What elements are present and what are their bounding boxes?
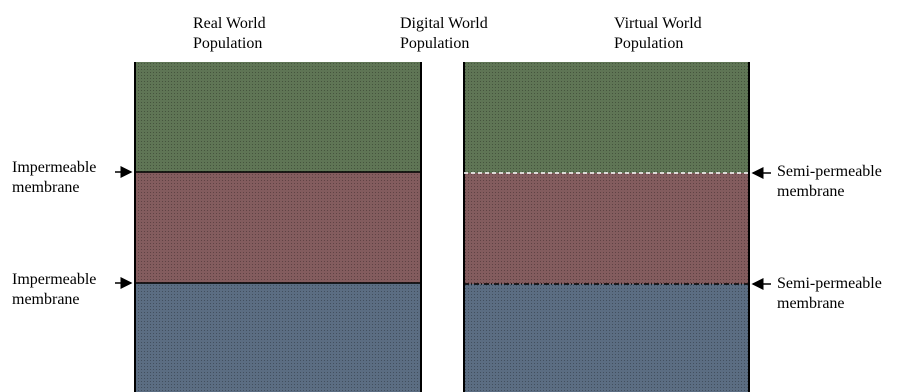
left-bottom-membrane-label: Impermeable membrane: [12, 271, 97, 308]
virtual-world-column: [463, 62, 750, 392]
right-bottom-membrane-label: Semi-permeable membrane: [777, 275, 882, 312]
virtual-world-population-label: Virtual World Population: [614, 15, 702, 52]
virtual-world-blue-texture: [464, 284, 749, 392]
real-world-blue-texture: [135, 283, 421, 392]
virtual-world-red-texture: [464, 173, 749, 284]
real-world-red-texture: [135, 172, 421, 283]
real-world-population-label: Real World Population: [193, 15, 266, 52]
real-world-green-texture: [135, 62, 421, 172]
left-top-membrane-label: Impermeable membrane: [12, 159, 97, 196]
right-top-membrane-label: Semi-permeable membrane: [777, 163, 882, 200]
real-world-column: [134, 62, 422, 392]
virtual-world-green-texture: [464, 62, 749, 173]
digital-world-population-label: Digital World Population: [400, 15, 488, 52]
